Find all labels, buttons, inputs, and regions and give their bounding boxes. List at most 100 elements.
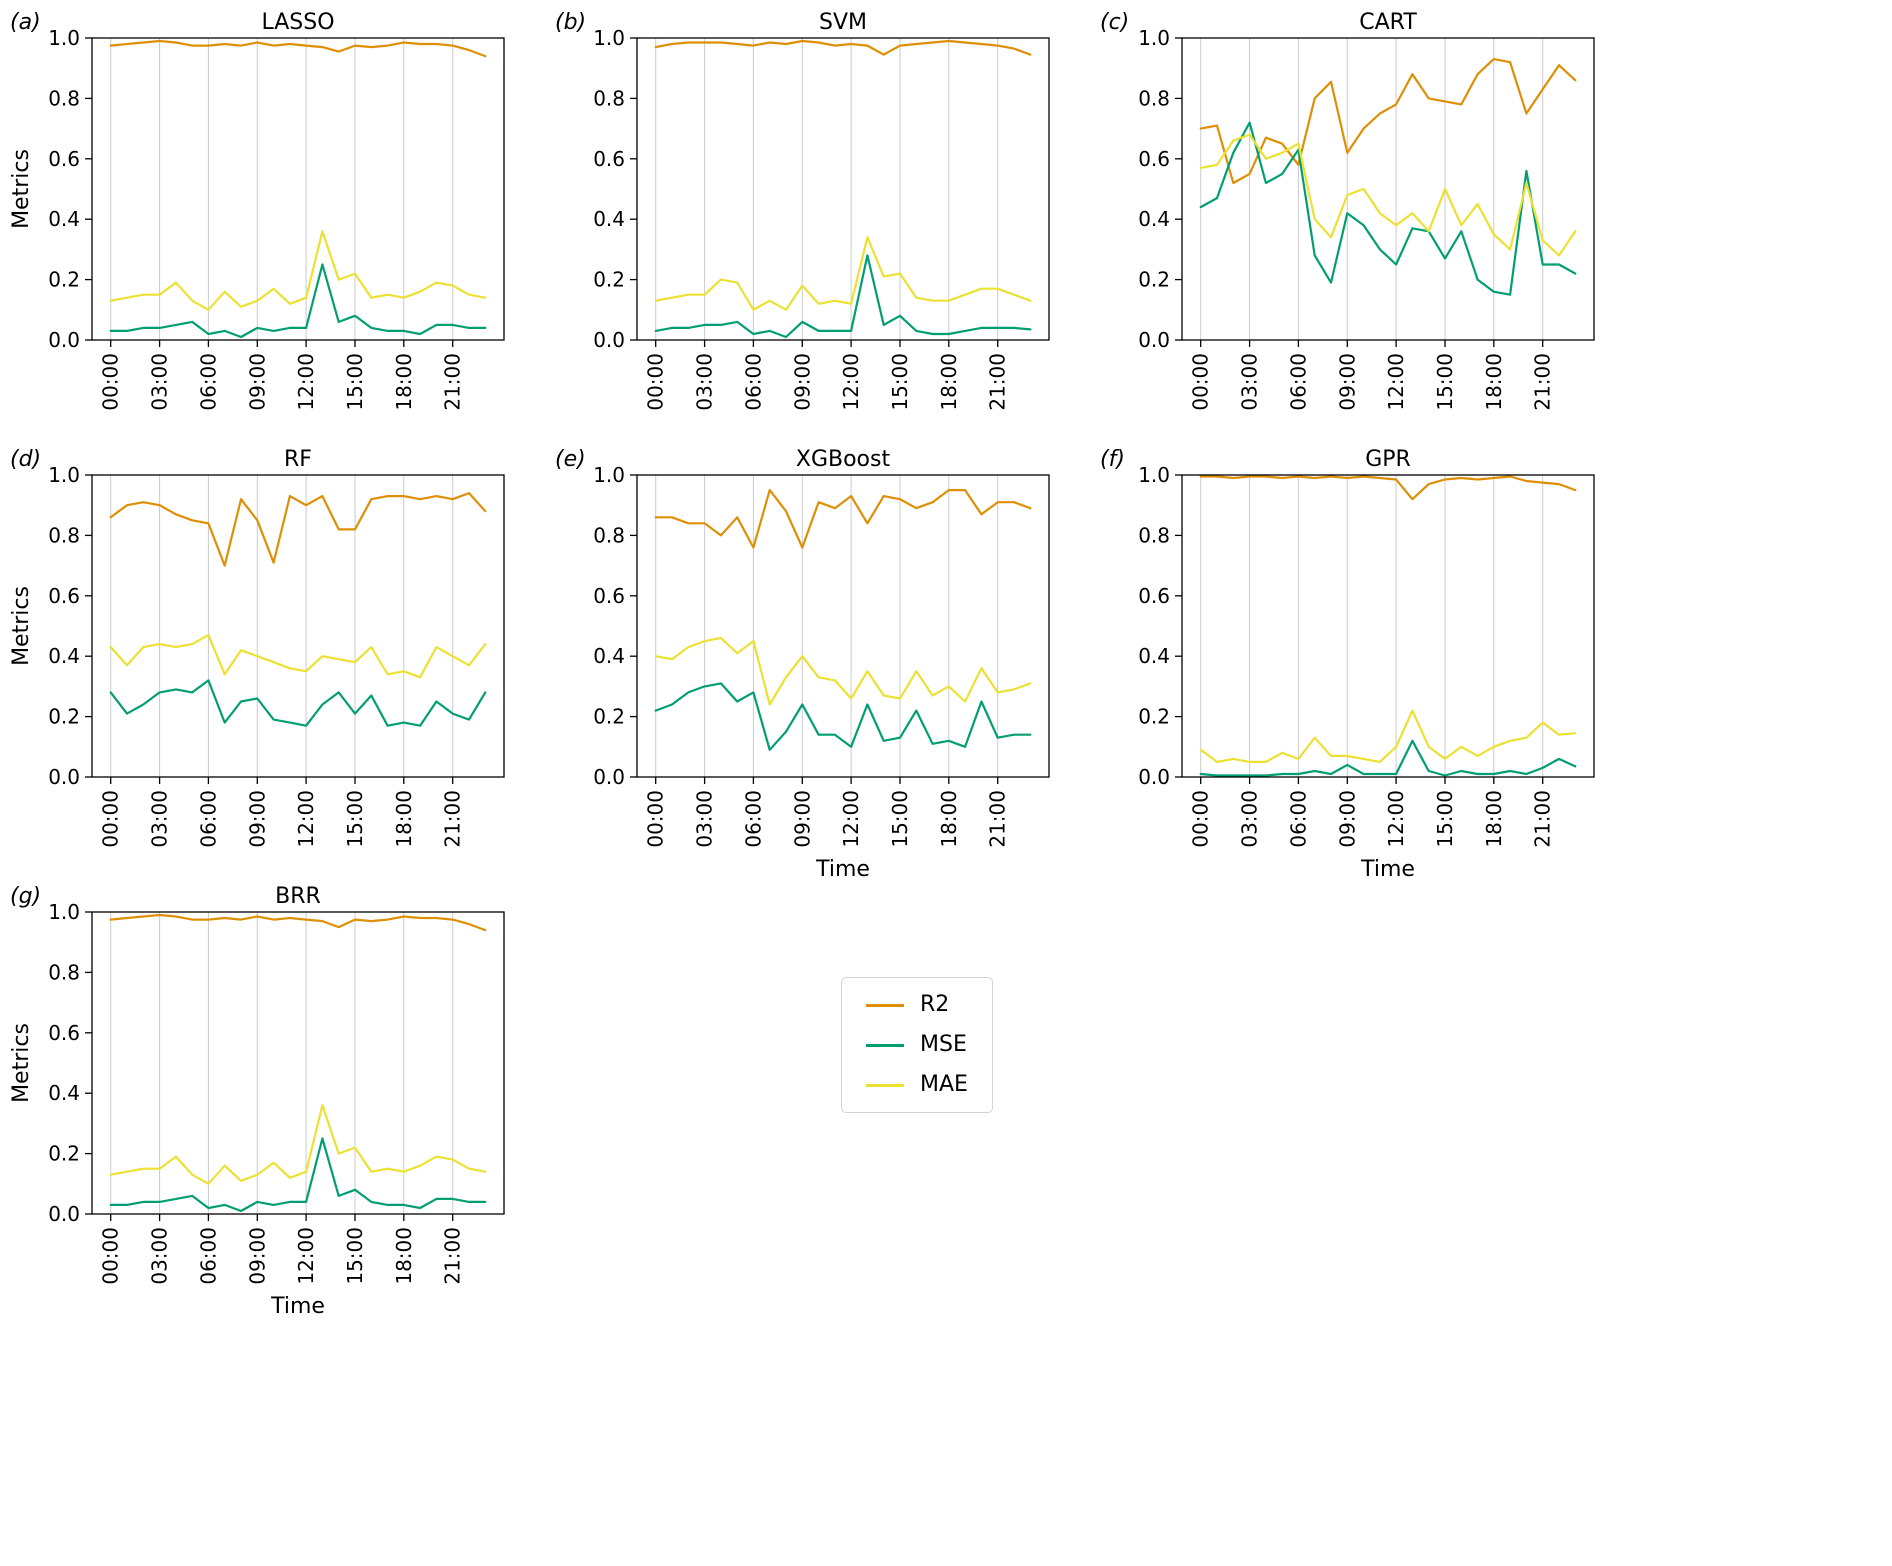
- y-tick-label: 1.0: [48, 463, 80, 487]
- legend-label-r2: R2: [920, 992, 950, 1017]
- x-tick-label: 21:00: [441, 353, 465, 411]
- series-line-mae: [654, 236, 1032, 311]
- y-tick-label: 1.0: [593, 26, 625, 50]
- x-tick-label: 09:00: [245, 1227, 269, 1285]
- x-tick-label: 06:00: [1286, 790, 1310, 848]
- x-tick-label: 09:00: [245, 353, 269, 411]
- axes-frame: [91, 37, 505, 341]
- legend-line-mae-icon: [866, 1083, 904, 1087]
- x-tick-label: 09:00: [1335, 790, 1359, 848]
- legend-cell: R2 MSE MAE: [553, 882, 1098, 1366]
- x-tick-label: 03:00: [148, 353, 172, 411]
- panel-cell-d: 0.0 0.2 0.4 0.6 0.8 1.0 00:00 03:00 06:00 09:00 12…: [8, 445, 553, 882]
- x-axis-label: Time: [1360, 857, 1415, 882]
- y-tick-label: 0.2: [48, 705, 80, 729]
- y-tick-label: 0.8: [1138, 86, 1170, 110]
- panel-cell-b: 0.0 0.2 0.4 0.6 0.8 1.0 00:00 03:00 06:00 09:00 12…: [553, 8, 1098, 445]
- panel-letter: (d): [10, 447, 41, 472]
- x-tick-label: 12:00: [294, 353, 318, 411]
- y-tick-label: 0.6: [48, 584, 80, 608]
- y-tick-label: 0.0: [593, 765, 625, 789]
- series-line-r2: [109, 39, 487, 58]
- x-tick-label: 00:00: [1189, 353, 1213, 411]
- panel-title: SVM: [819, 10, 867, 35]
- series-line-r2: [109, 913, 487, 932]
- series-line-mse: [1199, 739, 1577, 777]
- axes-frame: [636, 37, 1050, 341]
- panel-cell-f: 0.0 0.2 0.4 0.6 0.8 1.0 00:00 03:00 06:00 09:00 12…: [1098, 445, 1643, 882]
- y-tick-label: 0.2: [48, 1142, 80, 1166]
- x-tick-label: 00:00: [1189, 790, 1213, 848]
- x-tick-label: 18:00: [1482, 353, 1506, 411]
- axes-frame: [1181, 37, 1595, 341]
- y-tick-label: 0.4: [48, 644, 80, 668]
- x-tick-label: 15:00: [888, 353, 912, 411]
- x-tick-label: 12:00: [839, 790, 863, 848]
- panel-letter: (g): [10, 884, 41, 909]
- y-tick-label: 0.6: [1138, 147, 1170, 171]
- panel-cell-a: 0.0 0.2 0.4 0.6 0.8 1.0 00:00 03:00 06:00 09:00 12…: [8, 8, 553, 445]
- x-tick-label: 12:00: [1384, 353, 1408, 411]
- axes-frame: [636, 474, 1050, 778]
- y-tick-label: 0.0: [593, 328, 625, 352]
- x-tick-label: 03:00: [693, 353, 717, 411]
- panel-cell-e: 0.0 0.2 0.4 0.6 0.8 1.0 00:00 03:00 06:00 09:00 12…: [553, 445, 1098, 882]
- y-tick-label: 1.0: [1138, 26, 1170, 50]
- panel-title: XGBoost: [796, 447, 891, 472]
- x-tick-label: 00:00: [644, 353, 668, 411]
- x-tick-label: 18:00: [1482, 790, 1506, 848]
- chart-xgboost: 0.0 0.2 0.4 0.6 0.8 1.0 00:00 03:00 06:00 09:00 12…: [555, 447, 1050, 882]
- x-tick-label: 03:00: [148, 790, 172, 848]
- x-axis-label: Time: [815, 857, 870, 882]
- y-axis-label: Metrics: [9, 1023, 34, 1103]
- x-tick-label: 18:00: [937, 353, 961, 411]
- empty-cell: [1098, 882, 1643, 1366]
- panel-cell-g: 0.0 0.2 0.4 0.6 0.8 1.0 00:00 03:00 06:00 09:00 12…: [8, 882, 553, 1366]
- x-tick-label: 21:00: [441, 790, 465, 848]
- x-tick-label: 12:00: [839, 353, 863, 411]
- y-tick-label: 0.4: [593, 644, 625, 668]
- legend-item-mse: MSE: [866, 1034, 968, 1056]
- x-tick-label: 09:00: [1335, 353, 1359, 411]
- y-tick-label: 0.6: [593, 584, 625, 608]
- y-tick-label: 0.4: [48, 207, 80, 231]
- panel-letter: (a): [10, 10, 41, 35]
- series-line-mse: [654, 682, 1032, 751]
- chart-cart: 0.0 0.2 0.4 0.6 0.8 1.0 00:00 03:00 06:00 09:00 12…: [1100, 10, 1595, 411]
- x-tick-label: 12:00: [1384, 790, 1408, 848]
- legend: R2 MSE MAE: [841, 977, 993, 1113]
- y-tick-label: 0.2: [1138, 705, 1170, 729]
- y-tick-label: 0.8: [48, 86, 80, 110]
- x-tick-label: 06:00: [741, 790, 765, 848]
- y-tick-label: 1.0: [593, 463, 625, 487]
- x-tick-label: 21:00: [1531, 790, 1555, 848]
- axes-frame: [91, 474, 505, 778]
- panel-title: GPR: [1365, 447, 1411, 472]
- chart-rf: 0.0 0.2 0.4 0.6 0.8 1.0 00:00 03:00 06:00 09:00 12…: [9, 447, 505, 848]
- x-tick-label: 15:00: [888, 790, 912, 848]
- axes-frame: [1181, 474, 1595, 778]
- x-tick-label: 21:00: [986, 353, 1010, 411]
- y-tick-label: 0.0: [1138, 765, 1170, 789]
- x-tick-label: 09:00: [790, 790, 814, 848]
- y-tick-label: 1.0: [48, 26, 80, 50]
- y-tick-label: 0.0: [48, 328, 80, 352]
- x-tick-label: 03:00: [148, 1227, 172, 1285]
- legend-item-r2: R2: [866, 994, 968, 1016]
- x-tick-label: 15:00: [343, 790, 367, 848]
- y-tick-label: 0.4: [48, 1081, 80, 1105]
- x-tick-label: 03:00: [693, 790, 717, 848]
- x-tick-label: 00:00: [99, 790, 123, 848]
- panel-letter: (f): [1100, 447, 1125, 472]
- y-tick-label: 0.2: [593, 705, 625, 729]
- y-tick-label: 0.8: [593, 86, 625, 110]
- chart-svm: 0.0 0.2 0.4 0.6 0.8 1.0 00:00 03:00 06:00 09:00 12…: [555, 10, 1050, 411]
- x-tick-label: 09:00: [790, 353, 814, 411]
- panel-title: CART: [1359, 10, 1417, 35]
- chart-gpr: 0.0 0.2 0.4 0.6 0.8 1.0 00:00 03:00 06:00 09:00 12…: [1100, 447, 1595, 882]
- series-line-r2: [109, 491, 487, 567]
- series-line-mae: [1199, 133, 1577, 257]
- panel-title: RF: [284, 447, 312, 472]
- x-tick-label: 06:00: [1286, 353, 1310, 411]
- x-tick-label: 00:00: [644, 790, 668, 848]
